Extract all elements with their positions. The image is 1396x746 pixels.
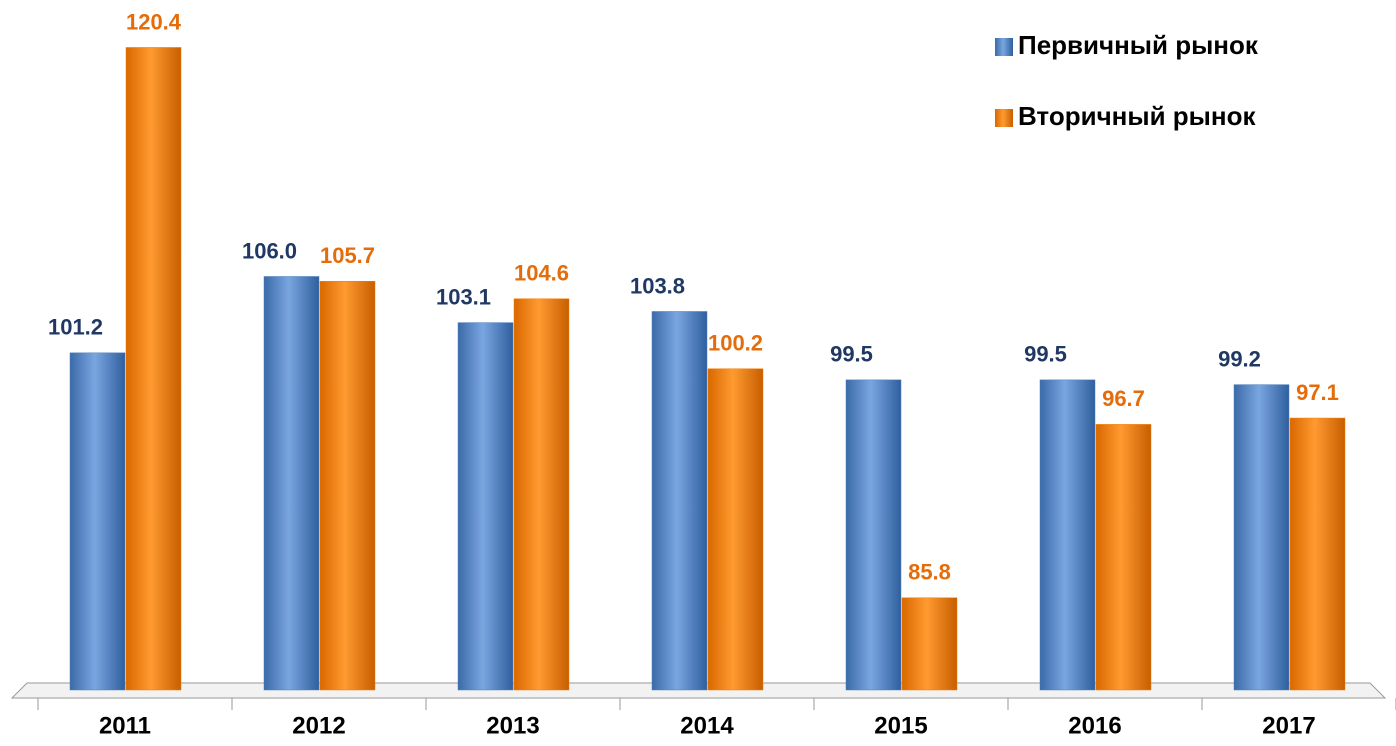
legend-label: Вторичный рынок [1018,101,1256,131]
value-label: 106.0 [242,238,297,263]
legend-swatch [995,38,1013,56]
value-label: 120.4 [126,9,182,34]
value-label: 97.1 [1296,380,1339,405]
bar [125,47,182,691]
bar [319,280,376,691]
value-label: 101.2 [48,315,103,340]
value-label: 105.7 [320,243,375,268]
bar [707,368,764,691]
bar [651,311,708,691]
bar [69,352,126,691]
value-label: 96.7 [1102,386,1145,411]
value-label: 104.6 [514,261,569,286]
value-label: 99.2 [1218,346,1261,371]
value-label: 100.2 [708,331,763,356]
bar [513,298,570,691]
bar [1039,379,1096,691]
bar [457,322,514,691]
x-tick-label: 2011 [99,712,151,739]
value-label: 99.5 [830,342,873,367]
value-label: 99.5 [1024,342,1067,367]
legend-label: Первичный рынок [1018,30,1259,60]
legend-swatch [995,109,1013,127]
bar [845,379,902,691]
bar [263,276,320,691]
bar [1095,424,1152,691]
value-label: 103.1 [436,284,491,309]
value-label: 103.8 [630,273,685,298]
bar [1289,417,1346,691]
x-tick-label: 2015 [874,712,927,739]
x-tick-label: 2014 [680,712,734,739]
value-label: 85.8 [908,560,951,585]
x-tick-label: 2012 [292,712,345,739]
x-tick-label: 2017 [1262,712,1315,739]
bar [901,597,958,691]
bar [1233,384,1290,691]
x-tick-label: 2013 [486,712,539,739]
x-tick-label: 2016 [1068,712,1121,739]
